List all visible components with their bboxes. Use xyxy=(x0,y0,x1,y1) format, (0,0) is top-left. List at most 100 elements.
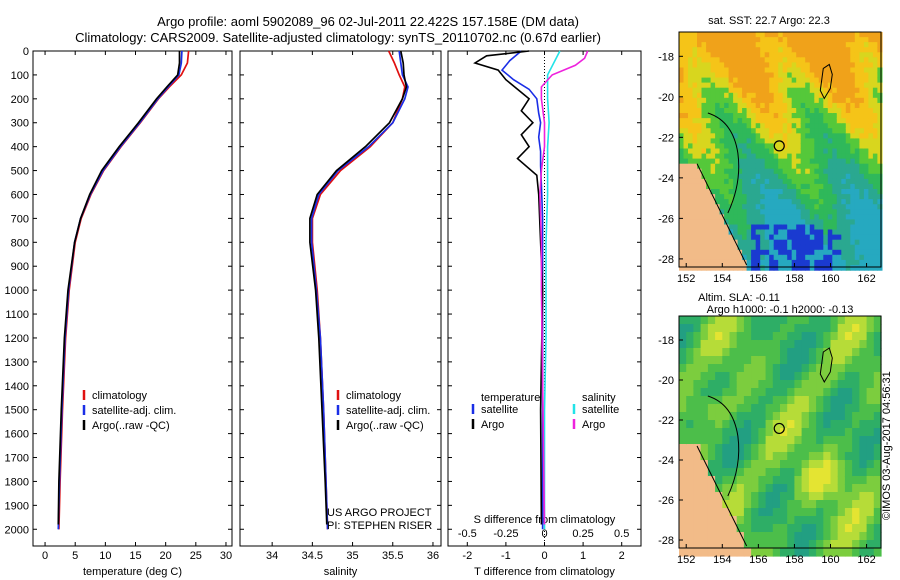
map-cell xyxy=(715,460,723,469)
map-cell xyxy=(814,143,820,150)
map-cell xyxy=(844,444,853,453)
map-cell xyxy=(769,234,775,241)
map-cell xyxy=(800,82,806,89)
map-cell xyxy=(873,532,882,541)
map-cell xyxy=(679,356,687,365)
map-cell xyxy=(688,229,694,236)
map-cell xyxy=(679,219,685,226)
map-cell xyxy=(809,173,815,180)
map-cell xyxy=(764,37,770,43)
map-cell xyxy=(758,388,767,397)
map-cell xyxy=(844,364,853,373)
map-cell xyxy=(679,364,687,373)
x-tick-label: 35.5 xyxy=(382,550,403,562)
map-cell xyxy=(715,47,721,53)
map-cell xyxy=(854,118,860,124)
map-cell xyxy=(782,244,788,251)
map-cell xyxy=(816,500,824,509)
map-cell xyxy=(683,239,689,246)
map-cell xyxy=(707,492,716,501)
map-cell xyxy=(722,460,731,469)
map-cell xyxy=(832,224,838,231)
map-cell xyxy=(877,62,883,69)
map-cell xyxy=(683,92,689,99)
map-cell xyxy=(873,356,882,365)
map-cell xyxy=(818,194,824,200)
map-cell xyxy=(778,47,784,53)
legend-entry: Argo xyxy=(582,419,605,431)
map-cell xyxy=(742,47,748,53)
map-cell xyxy=(765,372,774,381)
map-cell xyxy=(780,484,788,493)
map-cell xyxy=(736,324,745,333)
map-cell xyxy=(800,168,806,175)
map-cell xyxy=(715,37,721,43)
map-cell xyxy=(801,532,810,541)
map-cell xyxy=(679,52,685,58)
map-cell xyxy=(837,364,846,373)
map-cell xyxy=(679,32,685,38)
map-cell xyxy=(722,356,731,365)
map-cell xyxy=(722,364,731,373)
map-cell xyxy=(755,128,761,134)
map-cell xyxy=(751,254,757,261)
map-cell xyxy=(852,372,860,381)
map-cell xyxy=(877,67,883,74)
map-cell xyxy=(710,77,716,84)
map-cell xyxy=(679,249,685,256)
map-cell xyxy=(796,42,802,48)
map-cell xyxy=(814,199,820,205)
map-cell xyxy=(679,548,687,557)
map-cell xyxy=(818,199,824,205)
map-cell xyxy=(809,77,815,84)
map-cell xyxy=(814,77,820,84)
map-cell xyxy=(743,372,752,381)
map-cell xyxy=(751,500,759,509)
map-cell xyxy=(769,148,775,155)
map-cell xyxy=(845,113,851,119)
map-cell xyxy=(845,77,851,84)
map-cell xyxy=(837,468,846,477)
map-cell xyxy=(764,138,770,145)
map-cell xyxy=(736,316,745,325)
map-cell xyxy=(873,332,882,341)
map-cell xyxy=(683,194,689,200)
map-cell xyxy=(706,37,712,43)
map-cell xyxy=(688,128,694,134)
map-cell xyxy=(743,380,752,389)
map-cell xyxy=(737,265,743,271)
map-cell xyxy=(787,102,793,109)
map-cell xyxy=(823,460,832,469)
map-cell xyxy=(679,214,685,220)
map-cell xyxy=(728,37,734,43)
map-cell xyxy=(805,47,811,53)
map-cell xyxy=(877,72,883,79)
map-cell xyxy=(791,52,797,58)
map-cell xyxy=(863,52,869,58)
map-cell xyxy=(765,460,774,469)
map-cell xyxy=(844,476,853,485)
map-cell xyxy=(808,372,817,381)
map-cell xyxy=(737,244,743,251)
map-cell xyxy=(701,204,707,210)
map-cell xyxy=(743,348,752,357)
map-cell xyxy=(746,229,752,236)
map-cell xyxy=(772,396,781,405)
depth-tick-label: 1000 xyxy=(5,285,29,297)
map-cell xyxy=(692,72,698,79)
map-cell xyxy=(873,444,882,453)
map-cell xyxy=(688,92,694,99)
map-cell xyxy=(742,158,748,165)
map-cell xyxy=(809,265,815,271)
map-cell xyxy=(715,316,723,325)
map-cell xyxy=(701,128,707,134)
map-cell xyxy=(814,163,820,170)
map-cell xyxy=(791,57,797,63)
map-cell xyxy=(868,219,874,226)
map-cell xyxy=(737,229,743,236)
map-cell xyxy=(758,348,767,357)
map-cell xyxy=(746,77,752,84)
map-cell xyxy=(733,133,739,139)
map-cell xyxy=(706,254,712,261)
map-cell xyxy=(872,102,878,109)
